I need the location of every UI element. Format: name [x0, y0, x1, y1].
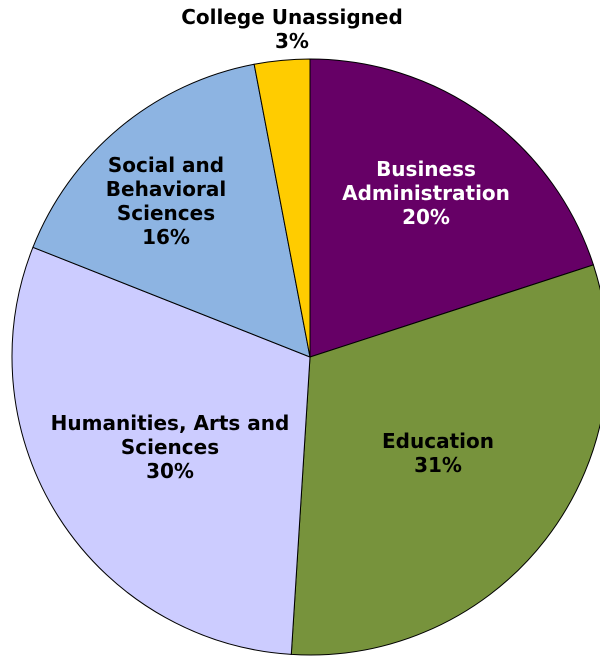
pie-slice-humanities-arts-and-sciences: [11, 246, 311, 655]
slice-label-line: Education: [382, 429, 494, 453]
slice-label-line: 3%: [275, 29, 309, 53]
pie-slice-education: [290, 264, 600, 656]
slice-label-line: Sciences: [117, 201, 215, 225]
slice-label-line: 30%: [146, 459, 194, 483]
slice-label-line: Social and: [108, 153, 224, 177]
slice-label-education: Education 31%: [382, 429, 494, 477]
slice-label-humanities-arts-and-sciences: Humanities, Arts and Sciences 30%: [51, 411, 290, 483]
slice-label-college-unassigned: College Unassigned 3%: [181, 5, 403, 53]
pie-labels: Business Administration 20% Education 31% Hum…: [51, 5, 510, 483]
slice-label-line: 16%: [142, 225, 190, 249]
slice-label-line: Sciences: [121, 435, 219, 459]
slice-label-social-and-behavioral-sciences: Social and Behavioral Sciences 16%: [106, 153, 226, 249]
pie-slice-social-and-behavioral-sciences: [32, 63, 311, 358]
slice-label-line: College Unassigned: [181, 5, 403, 29]
pie-slice-business-administration: [309, 58, 595, 358]
slice-label-line: Humanities, Arts and: [51, 411, 290, 435]
slice-label-line: 20%: [402, 205, 450, 229]
pie-slices: [11, 58, 600, 656]
slice-label-line: 31%: [414, 453, 462, 477]
slice-label-line: Behavioral: [106, 177, 226, 201]
slice-label-line: Administration: [342, 181, 510, 205]
slice-label-line: Business: [376, 157, 476, 181]
slice-label-business-administration: Business Administration 20%: [342, 157, 510, 229]
pie-slice-college-unassigned: [253, 58, 311, 358]
